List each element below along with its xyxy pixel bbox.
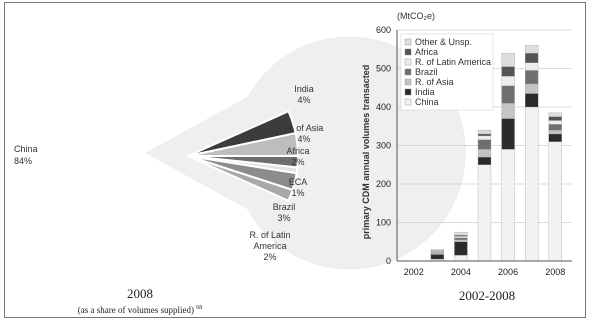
bar-segment-other-unsp-2004 — [454, 231, 468, 236]
bar-segment-india-2008 — [548, 133, 562, 142]
bar-y-axis-label: primary CDM annual volumes transacted — [361, 65, 371, 240]
bar-segment-india-2007 — [525, 93, 539, 108]
pie-label-china: China 84% — [14, 144, 38, 166]
bar-x-tick-label: 2004 — [451, 267, 471, 277]
bar-segment-other-unsp-2007 — [525, 45, 539, 54]
bar-segment-africa-2005 — [477, 133, 492, 137]
bar-legend-label-brazil: Brazil — [415, 67, 438, 77]
pie-label-r-of-asia: R. of Asia 4% — [285, 123, 324, 144]
bar-legend-swatch-china — [404, 98, 412, 106]
pie-label-r-of-latin-america: R. of Latin America 2% — [249, 230, 290, 262]
pie-subtitle-text: (as a share of volumes supplied) — [78, 305, 194, 315]
pie-slice-r-of-latin-america — [187, 155, 294, 203]
bar-segment-india-2006 — [501, 118, 515, 150]
bar-segment-r-of-latin-america-2006 — [501, 76, 515, 86]
bar-segment-india-2005 — [477, 156, 492, 165]
bar-segment-africa-2004 — [454, 235, 468, 237]
bar-y-tick-label: 400 — [376, 102, 391, 112]
bar-y-tick-label: 600 — [376, 25, 391, 35]
bar-segment-r-of-latin-america-2007 — [525, 62, 539, 71]
bar-segment-r-of-asia-2007 — [525, 83, 539, 94]
bar-segment-india-2003 — [430, 254, 444, 260]
bar-segment-brazil-2007 — [525, 70, 539, 85]
bar-segment-china-2005 — [477, 164, 492, 262]
bar-segment-brazil-2008 — [548, 124, 562, 131]
bar-legend-label-other-unsp: Other & Unsp. — [415, 37, 472, 47]
pie-title: 2008 — [127, 286, 153, 301]
bar-segment-r-of-latin-america-2004 — [454, 236, 468, 239]
bar-segment-other-unsp-2006 — [501, 52, 515, 67]
bar-segment-china-2008 — [548, 141, 562, 262]
bar-x-tick-label: 2008 — [545, 267, 565, 277]
bar-segment-brazil-2004 — [454, 237, 468, 240]
bar-x-tick-label: 2002 — [404, 267, 424, 277]
bar-legend-label-r-of-asia: R. of Asia — [415, 77, 454, 87]
bar-legend-swatch-other-unsp — [404, 38, 412, 46]
bar-legend-label-africa: Africa — [415, 47, 438, 57]
bar-segment-africa-2007 — [525, 52, 539, 63]
bar-segment-r-of-asia-2006 — [501, 103, 515, 119]
bar-legend-swatch-africa — [404, 48, 412, 56]
bar-segment-r-of-latin-america-2008 — [548, 120, 562, 125]
bar-segment-other-unsp-2005 — [477, 129, 492, 135]
bar-segment-china-2007 — [525, 106, 539, 262]
bar-segment-india-2004 — [454, 241, 468, 256]
bar-x-tick-label: 2006 — [498, 267, 518, 277]
pie-label-brazil: Brazil 3% — [273, 202, 296, 223]
pie-slice-china — [145, 36, 466, 270]
bar-y-tick-label: 200 — [376, 179, 391, 189]
bar-y-tick-label: 500 — [376, 64, 391, 74]
bar-segment-brazil-2006 — [501, 85, 515, 104]
bar-legend-swatch-r-of-asia — [404, 78, 412, 86]
bar-segment-r-of-asia-2005 — [477, 149, 492, 158]
bar-segment-r-of-latin-america-2005 — [477, 135, 492, 140]
pie-label-africa: Africa 2% — [286, 146, 309, 167]
bar-unit-label: (MtCO₂e) — [397, 11, 435, 21]
pie-subtitle: (as a share of volumes supplied) 68 — [78, 305, 202, 315]
bar-title: 2002-2008 — [459, 288, 515, 303]
pie-subtitle-footnote: 68 — [196, 305, 202, 311]
bar-y-tick-label: 100 — [376, 218, 391, 228]
bar-legend-swatch-india — [404, 88, 412, 96]
bar-segment-africa-2008 — [548, 116, 562, 121]
bar-segment-r-of-latin-america-2003 — [430, 251, 444, 253]
bar-y-tick-label: 300 — [376, 141, 391, 151]
bar-segment-other-unsp-2003 — [430, 249, 444, 251]
bar-segment-africa-2006 — [501, 66, 515, 77]
pie-label-india: India 4% — [294, 84, 314, 105]
bar-segment-brazil-2005 — [477, 139, 492, 150]
pie-label-eca: ECA 1% — [289, 177, 308, 198]
bar-legend-box — [400, 33, 494, 111]
bar-segment-r-of-asia-2003 — [430, 253, 444, 255]
bar-segment-r-of-asia-2004 — [454, 239, 468, 242]
bar-legend-label-china: China — [415, 97, 439, 107]
bar-segment-r-of-asia-2008 — [548, 129, 562, 135]
bar-legend-swatch-brazil — [404, 68, 412, 76]
bar-segment-china-2006 — [501, 149, 515, 262]
bar-legend-label-india: India — [415, 87, 435, 97]
bar-y-tick-label: 0 — [386, 256, 391, 266]
bar-segment-other-unsp-2008 — [548, 112, 562, 117]
bar-segment-china-2004 — [454, 255, 468, 262]
bar-legend-label-r-of-latin-america: R. of Latin America — [415, 57, 491, 67]
bar-legend-swatch-r-of-latin-america — [404, 58, 412, 66]
